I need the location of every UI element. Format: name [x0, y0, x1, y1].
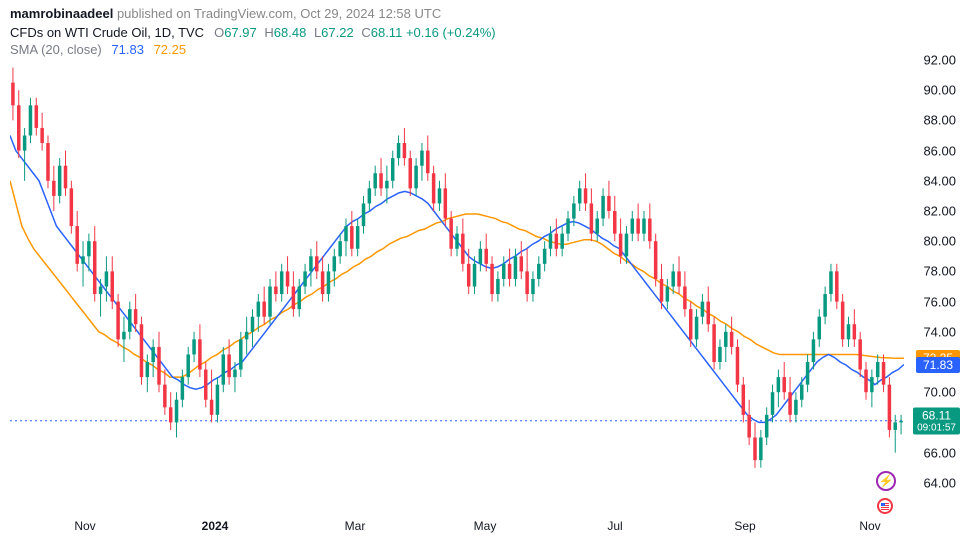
y-tick: 70.00	[923, 385, 956, 400]
y-tick: 66.00	[923, 445, 956, 460]
x-tick: Nov	[859, 519, 880, 533]
publisher-name: mamrobinaadeel	[10, 6, 113, 21]
y-axis[interactable]: 64.0066.0068.0070.0072.0074.0076.0078.00…	[908, 60, 964, 513]
y-tick: 78.00	[923, 264, 956, 279]
publisher-header: mamrobinaadeel published on TradingView.…	[0, 0, 964, 23]
price-tag-green: 68.1109:01:57	[913, 407, 960, 434]
y-tick: 82.00	[923, 204, 956, 219]
y-tick: 76.00	[923, 294, 956, 309]
sma-value-1: 71.83	[111, 42, 144, 57]
published-text: published on TradingView.com,	[117, 6, 297, 21]
y-tick: 64.00	[923, 475, 956, 490]
y-tick: 84.00	[923, 173, 956, 188]
candlestick-chart[interactable]	[10, 60, 904, 513]
y-tick: 92.00	[923, 53, 956, 68]
x-tick: Sep	[734, 519, 755, 533]
x-tick: May	[474, 519, 497, 533]
symbol-name[interactable]: CFDs on WTI Crude Oil, 1D, TVC	[10, 25, 204, 40]
y-tick: 74.00	[923, 324, 956, 339]
y-tick: 80.00	[923, 234, 956, 249]
x-tick: Jul	[607, 519, 622, 533]
x-tick: 2024	[202, 519, 229, 533]
chart-area[interactable]	[10, 60, 904, 513]
sma-indicator-row: SMA (20, close) 71.83 72.25	[0, 42, 964, 61]
y-tick: 90.00	[923, 83, 956, 98]
lightning-icon[interactable]: ⚡	[876, 471, 896, 491]
x-tick: Nov	[74, 519, 95, 533]
us-flag-icon[interactable]	[874, 497, 896, 515]
sma-label[interactable]: SMA (20, close)	[10, 42, 102, 57]
x-axis[interactable]: Nov 2024 Mar May Jul Sep Nov	[10, 519, 904, 539]
sma-value-2: 72.25	[154, 42, 187, 57]
y-tick: 88.00	[923, 113, 956, 128]
symbol-info-row: CFDs on WTI Crude Oil, 1D, TVC O67.97 H6…	[0, 23, 964, 42]
ohlc-display: O67.97 H68.48 L67.22 C68.11 +0.16 (+0.24…	[210, 25, 496, 40]
price-tag-blue: 71.83	[916, 357, 960, 373]
publish-date: Oct 29, 2024 12:58 UTC	[300, 6, 441, 21]
y-tick: 86.00	[923, 143, 956, 158]
x-tick: Mar	[345, 519, 366, 533]
